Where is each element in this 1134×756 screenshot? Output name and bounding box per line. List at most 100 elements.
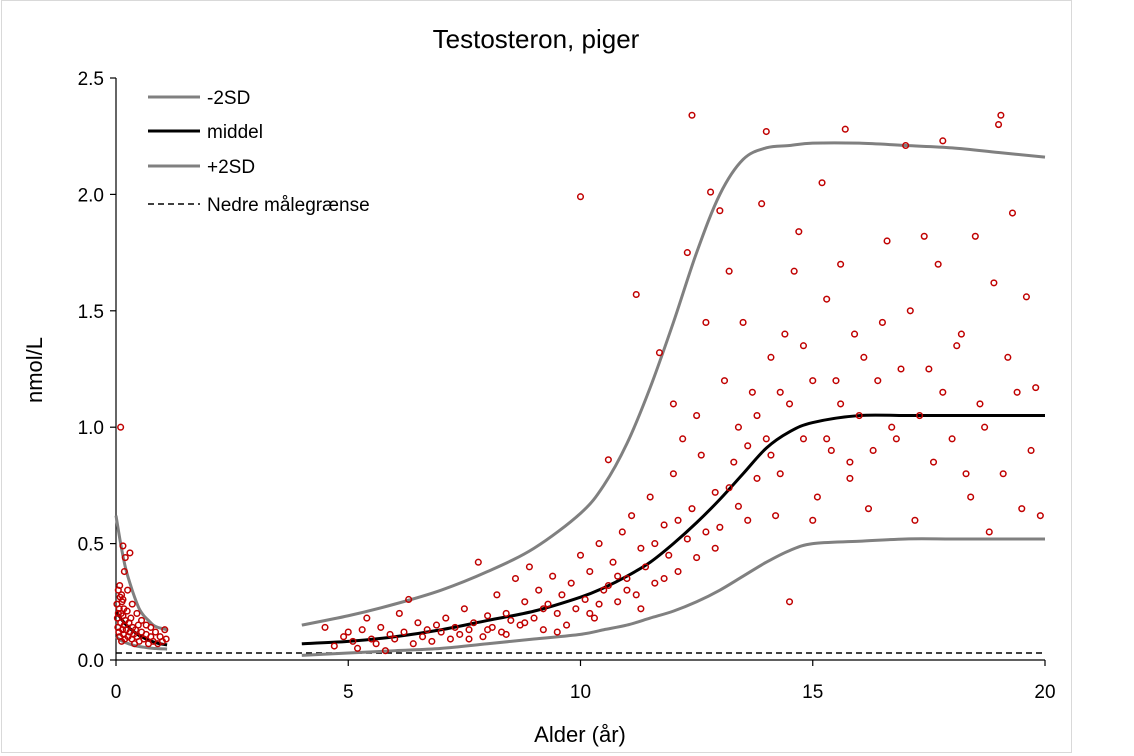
x-tick-label: 20 xyxy=(1034,682,1055,703)
data-point xyxy=(837,400,845,408)
data-point xyxy=(748,388,756,396)
data-point xyxy=(120,567,128,576)
data-point xyxy=(367,635,376,643)
data-point xyxy=(507,616,515,624)
data-point xyxy=(147,623,155,631)
data-point xyxy=(776,388,784,396)
data-point xyxy=(874,377,882,385)
data-points xyxy=(113,111,1044,655)
data-point xyxy=(651,579,659,587)
data-point xyxy=(999,470,1007,478)
data-point xyxy=(846,458,854,466)
data-point xyxy=(391,635,399,643)
data-point xyxy=(451,623,459,631)
data-point xyxy=(674,516,682,524)
data-point xyxy=(823,295,831,303)
data-point xyxy=(446,635,454,643)
data-point xyxy=(119,595,127,604)
data-point xyxy=(618,528,626,536)
legend-label-plus2sd: +2SD xyxy=(207,157,255,178)
chart-title: Testosteron, piger xyxy=(433,24,640,54)
data-point xyxy=(623,574,631,583)
data-point xyxy=(595,600,603,608)
data-point xyxy=(614,572,622,580)
data-point xyxy=(1032,384,1040,392)
data-point xyxy=(372,640,380,648)
data-point xyxy=(127,614,135,622)
data-point xyxy=(906,307,914,315)
x-tick-label: 10 xyxy=(570,682,591,703)
data-point xyxy=(860,353,868,361)
data-point xyxy=(641,563,650,571)
data-point xyxy=(753,474,761,482)
data-point xyxy=(744,516,752,524)
data-point xyxy=(119,542,127,550)
data-point xyxy=(479,633,487,641)
data-point xyxy=(971,232,979,240)
data-point xyxy=(474,558,482,566)
data-point xyxy=(799,342,808,350)
data-point xyxy=(925,365,933,373)
data-point xyxy=(785,400,794,408)
data-point xyxy=(137,616,146,624)
data-point xyxy=(386,630,394,638)
data-point xyxy=(823,435,831,443)
data-point xyxy=(632,290,640,299)
data-point xyxy=(544,600,552,608)
data-point xyxy=(419,633,427,641)
y-tick-label: 0.0 xyxy=(78,651,104,672)
y-tick-label: 2.0 xyxy=(78,185,104,206)
data-point xyxy=(827,446,835,455)
data-point xyxy=(493,591,501,599)
data-point xyxy=(995,121,1003,129)
data-point xyxy=(1036,512,1044,520)
data-point xyxy=(128,600,136,608)
data-point xyxy=(855,412,863,420)
data-point xyxy=(851,330,859,338)
data-point xyxy=(762,127,770,136)
data-point xyxy=(530,614,538,622)
data-point xyxy=(683,249,691,257)
data-point xyxy=(113,614,121,622)
x-axis-label: Alder (år) xyxy=(534,722,626,747)
data-point xyxy=(674,567,682,576)
data-point xyxy=(651,540,659,548)
data-point xyxy=(395,609,403,617)
x-tick-label: 0 xyxy=(111,682,122,703)
data-point xyxy=(716,523,724,531)
data-point xyxy=(711,488,719,496)
data-point xyxy=(911,516,919,524)
data-point xyxy=(720,377,729,385)
data-point xyxy=(688,505,696,513)
data-point xyxy=(123,607,131,615)
data-point xyxy=(716,207,724,215)
data-point xyxy=(730,458,738,466)
data-point xyxy=(837,260,845,268)
data-point xyxy=(465,635,473,643)
data-point xyxy=(892,435,900,443)
data-point xyxy=(781,330,789,338)
data-point xyxy=(340,633,348,641)
data-point xyxy=(437,628,445,636)
data-point xyxy=(669,400,677,408)
data-point xyxy=(484,612,492,620)
data-point xyxy=(349,637,357,645)
data-point xyxy=(521,619,529,627)
data-point xyxy=(595,540,603,548)
data-point xyxy=(683,535,691,543)
data-point xyxy=(739,318,747,326)
data-point xyxy=(553,628,561,636)
data-point xyxy=(753,412,761,420)
data-point xyxy=(330,642,338,650)
data-point xyxy=(572,605,580,613)
y-tick-label: 1.0 xyxy=(78,418,104,439)
data-point xyxy=(558,591,566,599)
data-point xyxy=(414,619,422,627)
data-point xyxy=(660,521,668,529)
legend-label-minus2sd: -2SD xyxy=(207,88,250,109)
data-point xyxy=(344,628,352,636)
series-line-middel-child xyxy=(301,413,1045,646)
